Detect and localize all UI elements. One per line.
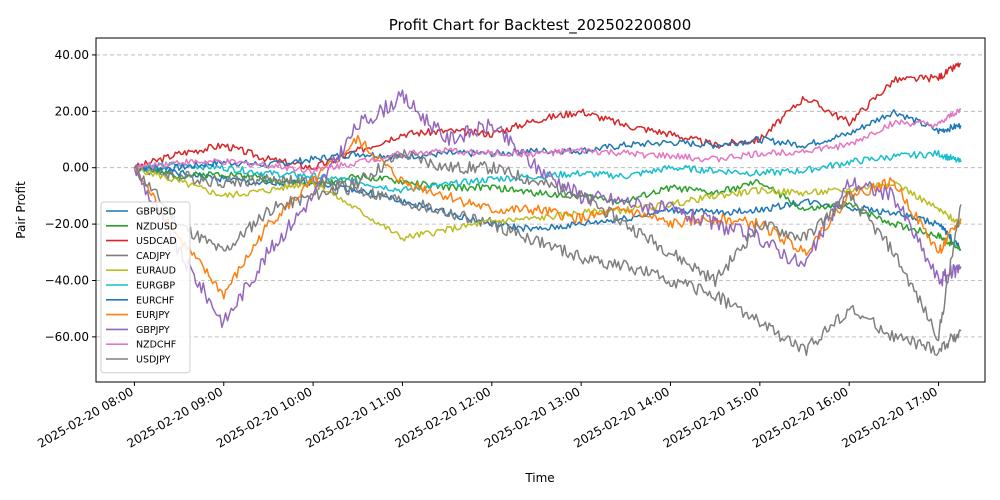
y-tick-label: −40.00 [45, 273, 89, 287]
legend-label: EURAUD [136, 266, 176, 277]
series-line-nzdchf [133, 107, 962, 175]
series-line-usdjpy [133, 149, 962, 342]
y-axis-ticks: 40.00 20.00 0.00 −20.00 −40.00 −60.00 [45, 48, 96, 344]
y-tick-label: 0.00 [62, 161, 89, 175]
chart-title: Profit Chart for Backtest_202502200800 [389, 16, 692, 35]
series-line-eurgbp [133, 149, 962, 194]
x-axis-label: Time [524, 471, 554, 485]
series-line-cadjpy [133, 164, 962, 357]
legend-label: USDJPY [136, 355, 171, 366]
legend-label: EURGBP [136, 281, 175, 292]
series-line-eurchf [134, 109, 962, 172]
series-lines [133, 62, 962, 357]
y-tick-label: 40.00 [55, 48, 89, 62]
y-axis-label: Pair Profit [14, 181, 28, 239]
y-tick-label: 20.00 [55, 104, 89, 118]
y-tick-label: −20.00 [45, 217, 89, 231]
legend-label: USDCAD [136, 236, 177, 247]
legend-label: CADJPY [136, 251, 171, 262]
y-tick-label: −60.00 [45, 330, 89, 344]
series-line-usdcad [133, 62, 962, 171]
legend-label: EURJPY [136, 310, 170, 321]
plot-frame [95, 37, 986, 383]
legend-label: GBPJPY [136, 325, 170, 336]
legend: GBPUSD NZDUSD USDCAD CADJPY EURAUD EURGBP EURC… [100, 201, 191, 374]
legend-label: NZDCHF [136, 340, 176, 351]
legend-label: EURCHF [136, 295, 174, 306]
grid [96, 54, 985, 338]
legend-label: NZDUSD [136, 221, 177, 232]
series-line-gbpjpy [133, 89, 962, 329]
legend-label: GBPUSD [136, 207, 176, 218]
